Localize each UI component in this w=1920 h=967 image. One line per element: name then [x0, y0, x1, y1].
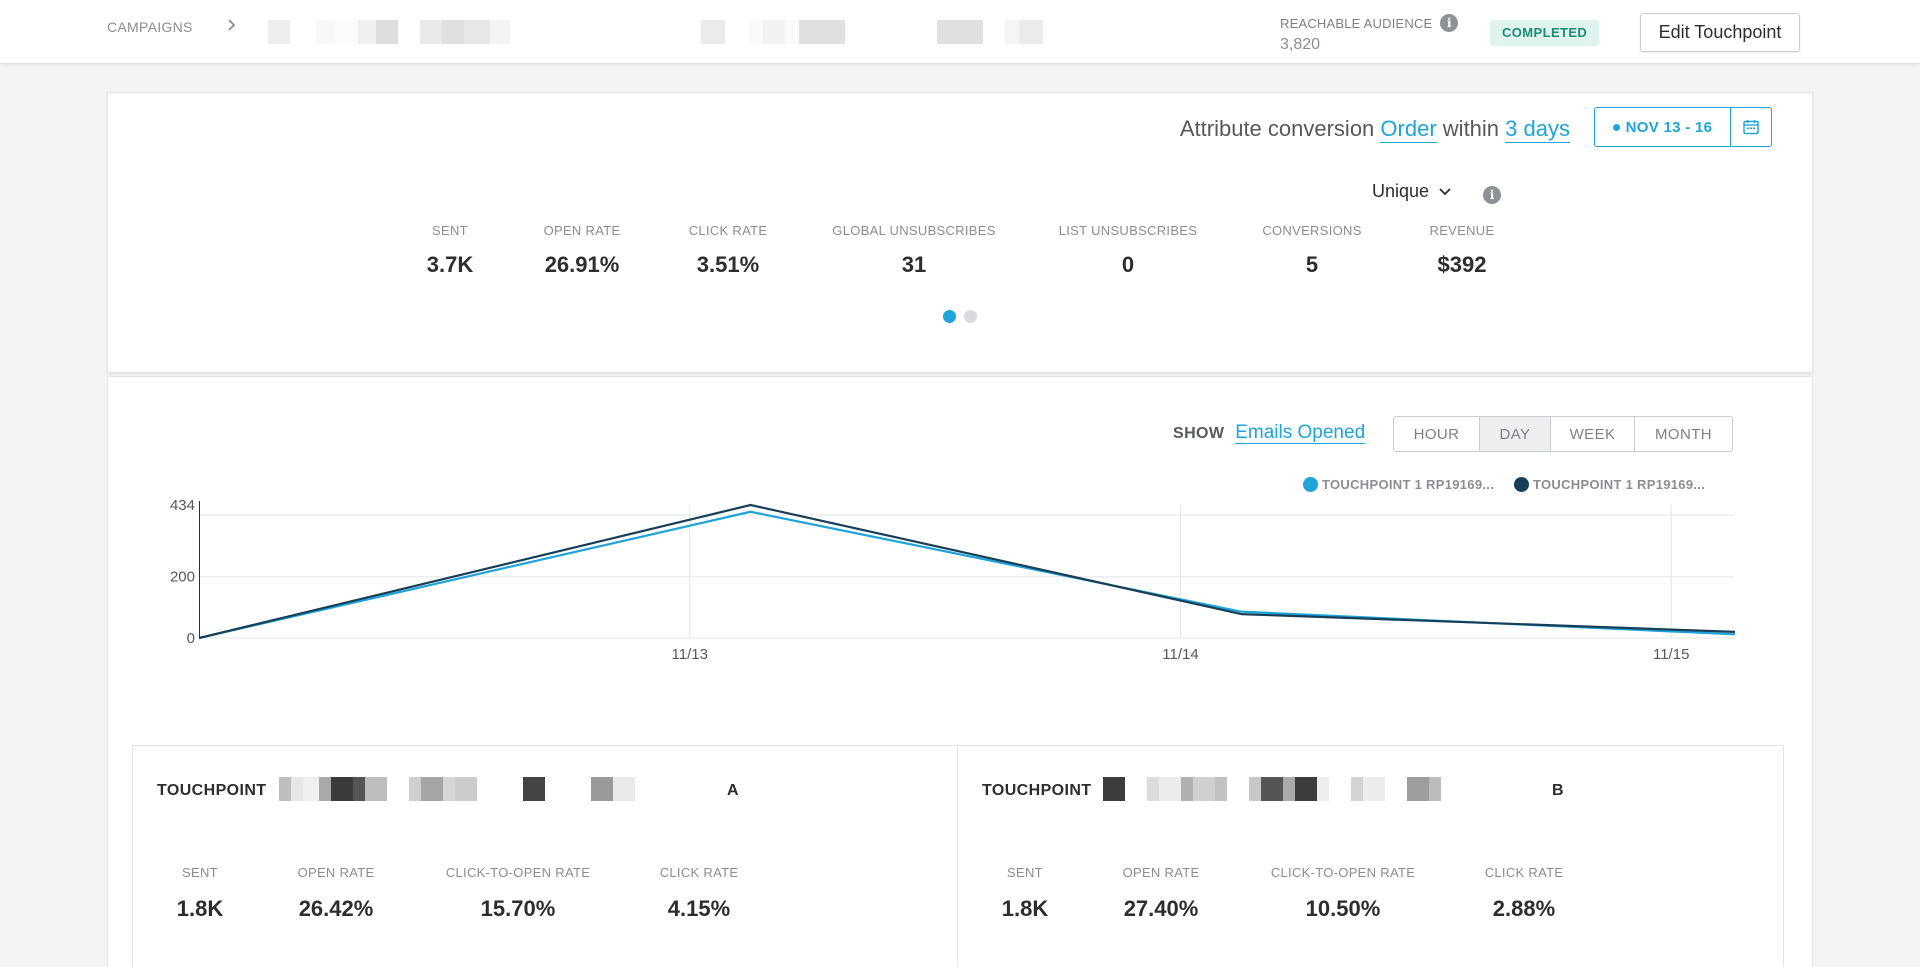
- tp-metric-click-to-open-rate: CLICK-TO-OPEN RATE 15.70%: [445, 865, 591, 921]
- legend-label: TOUCHPOINT 1 RP19169...: [1533, 477, 1706, 492]
- date-range-dot-icon: [1612, 123, 1620, 131]
- legend-swatch: [1514, 477, 1529, 492]
- x-tick-label: 11/13: [672, 646, 708, 663]
- metric-list-unsubscribes: LIST UNSUBSCRIBES 0: [1058, 223, 1198, 277]
- chevron-down-icon: [1439, 187, 1451, 195]
- redacted-campaign-name-2: [701, 20, 1043, 44]
- granularity-week[interactable]: WEEK: [1551, 417, 1635, 451]
- touchpoint-variant: B: [1552, 782, 1564, 799]
- touchpoint-variant: A: [727, 782, 739, 799]
- metric-open-rate: OPEN RATE 26.91%: [543, 223, 621, 277]
- attribution-event-link[interactable]: Order: [1380, 116, 1437, 143]
- granularity-day[interactable]: DAY: [1480, 417, 1551, 451]
- series-line-1: [198, 510, 1736, 640]
- chart-panel: SHOW Emails Opened HOUR DAY WEEK MONTH T…: [107, 376, 1813, 967]
- x-tick-label: 11/14: [1162, 646, 1198, 663]
- edit-touchpoint-button[interactable]: Edit Touchpoint: [1640, 13, 1800, 52]
- metric-conversions: CONVERSIONS 5: [1262, 223, 1362, 277]
- metric-sent: SENT 3.7K: [426, 223, 474, 277]
- tp-metric-sent: SENT 1.8K: [176, 865, 224, 921]
- reachable-audience-label: REACHABLE AUDIENCE: [1280, 15, 1433, 31]
- calendar-button[interactable]: [1730, 108, 1771, 146]
- show-label: SHOW: [1173, 425, 1225, 442]
- tp-metric-click-rate: CLICK RATE 2.88%: [1484, 865, 1564, 921]
- y-tick-label: 434: [170, 497, 195, 514]
- show-metric-selector: SHOW Emails Opened: [1173, 422, 1366, 444]
- summary-metrics: SENT 3.7K OPEN RATE 26.91% CLICK RATE 3.…: [108, 223, 1812, 283]
- legend-item[interactable]: TOUCHPOINT 1 RP19169...: [1303, 477, 1494, 492]
- reachable-audience-value: 3,820: [1280, 36, 1321, 53]
- redacted-campaign-name: [268, 20, 510, 44]
- attribution-window-link[interactable]: 3 days: [1505, 116, 1570, 143]
- chevron-right-icon: [228, 19, 236, 31]
- tp-metric-open-rate: OPEN RATE 27.40%: [1122, 865, 1200, 921]
- date-range-picker[interactable]: NOV 13 - 16: [1594, 107, 1772, 147]
- count-mode-label: Unique: [1372, 181, 1430, 201]
- status-badge: COMPLETED: [1490, 20, 1600, 46]
- breadcrumb-campaigns[interactable]: CAMPAIGNS: [107, 19, 193, 35]
- attribution-prefix: Attribute conversion: [1179, 116, 1375, 141]
- tp-metric-click-rate: CLICK RATE 4.15%: [659, 865, 739, 921]
- top-bar: CAMPAIGNS REACHABLE AUDIENCE i 3,: [0, 0, 1920, 64]
- granularity-month[interactable]: MONTH: [1655, 425, 1712, 443]
- touchpoint-title: TOUCHPOINT: [157, 782, 267, 799]
- y-tick-label: 200: [170, 569, 195, 586]
- date-range-label: NOV 13 - 16: [1625, 118, 1713, 136]
- metric-global-unsubscribes: GLOBAL UNSUBSCRIBES 31: [832, 223, 996, 277]
- info-icon[interactable]: i: [1440, 14, 1459, 32]
- granularity-hour[interactable]: HOUR: [1394, 417, 1480, 451]
- info-icon[interactable]: i: [1483, 186, 1501, 204]
- metric-revenue: REVENUE $392: [1429, 223, 1495, 277]
- attribution-settings: Attribute conversion Order within 3 days: [1179, 116, 1570, 143]
- tp-metric-click-to-open-rate: CLICK-TO-OPEN RATE 10.50%: [1270, 865, 1416, 921]
- granularity-toggle: HOUR DAY WEEK MONTH: [1393, 416, 1733, 452]
- y-tick-label: 0: [187, 630, 195, 647]
- metric-click-rate: CLICK RATE 3.51%: [688, 223, 768, 277]
- tp-metric-open-rate: OPEN RATE 26.42%: [297, 865, 375, 921]
- redacted-touchpoint-name: [1103, 777, 1441, 801]
- calendar-icon: [1743, 120, 1759, 135]
- touchpoint-title: TOUCHPOINT: [982, 782, 1092, 799]
- series-line-2: [198, 503, 1736, 640]
- tp-metric-sent: SENT 1.8K: [1001, 865, 1049, 921]
- legend-item[interactable]: TOUCHPOINT 1 RP19169...: [1514, 477, 1705, 492]
- touchpoint-card-a: TOUCHPOINT A SENT 1.8K OPEN RATE 26.42% …: [132, 745, 958, 967]
- count-mode-dropdown[interactable]: Unique: [1372, 181, 1453, 202]
- touchpoint-card-b: TOUCHPOINT B SENT 1.8K OPEN RATE 27.40% …: [958, 745, 1784, 967]
- reachable-audience: REACHABLE AUDIENCE i 3,820: [1280, 14, 1459, 54]
- emails-opened-chart: 0 200 434 11/13 11/14 11/15: [170, 497, 1736, 663]
- summary-card: Attribute conversion Order within 3 days…: [107, 92, 1813, 373]
- carousel-dot[interactable]: [943, 310, 956, 323]
- legend-swatch: [1303, 477, 1318, 492]
- carousel-dot[interactable]: [964, 310, 977, 323]
- redacted-touchpoint-name: [279, 777, 635, 801]
- show-metric-link[interactable]: Emails Opened: [1235, 422, 1366, 444]
- attribution-within: within: [1442, 116, 1500, 141]
- legend-label: TOUCHPOINT 1 RP19169...: [1322, 477, 1495, 492]
- carousel-pagination: [943, 310, 977, 323]
- x-tick-label: 11/15: [1653, 646, 1689, 663]
